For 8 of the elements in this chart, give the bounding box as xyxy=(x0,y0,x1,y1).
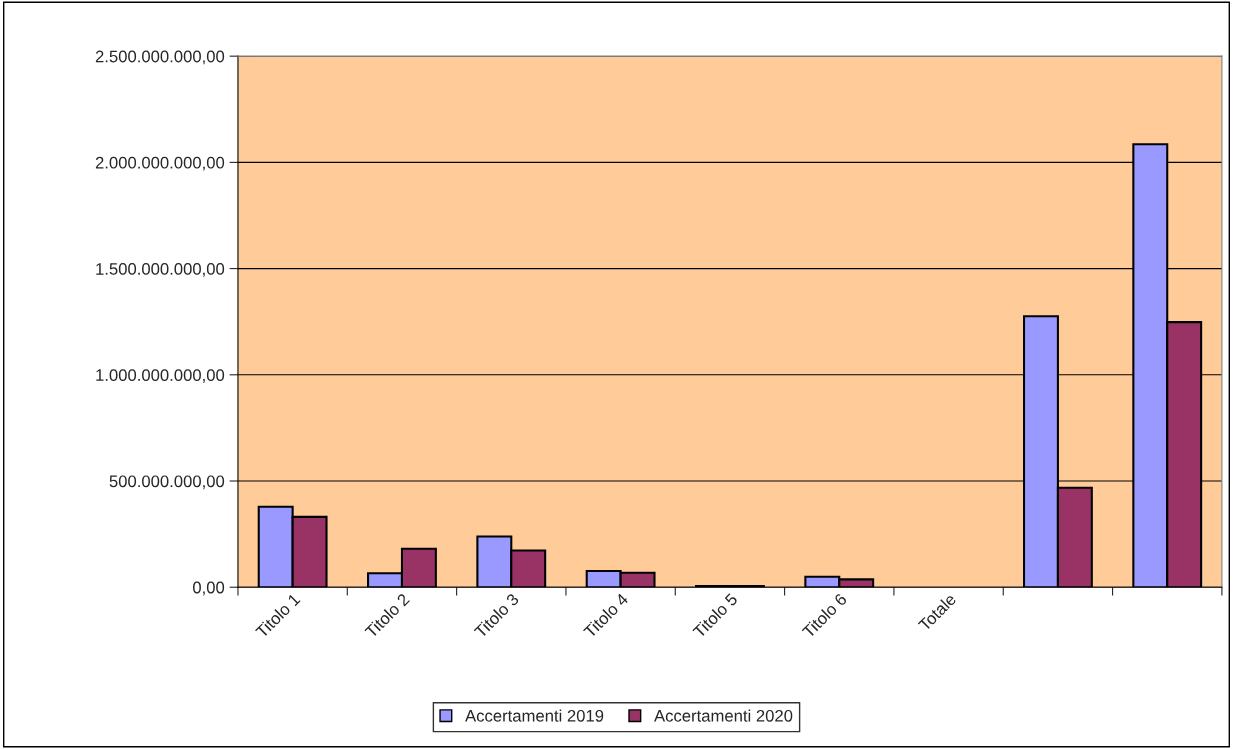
y-tick-label: 1.500.000.000,00 xyxy=(96,262,225,277)
y-tick-label: 2.500.000.000,00 xyxy=(95,50,225,65)
y-tick-label: 500.000.000,00 xyxy=(109,475,225,490)
legend-label: Accertamenti 2020 xyxy=(654,709,793,722)
y-tick-label: 0,00 xyxy=(192,581,225,596)
y-tick-label: 1.000.000.000,00 xyxy=(96,369,225,383)
legend-label: Accertamenti 2019 xyxy=(465,709,604,722)
y-tick-label: 2.000.000.000,00 xyxy=(95,156,225,171)
